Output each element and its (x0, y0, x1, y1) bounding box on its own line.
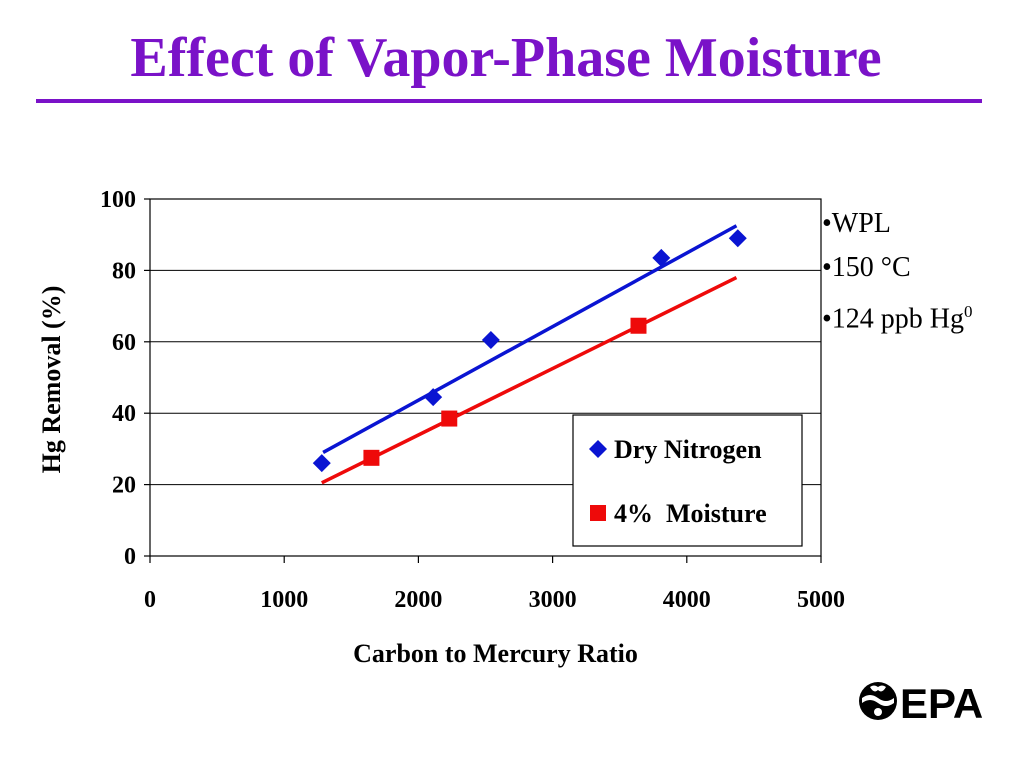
condition-item: •WPL (822, 202, 973, 246)
y-axis-title: Hg Removal (%) (37, 286, 66, 474)
condition-superscript: 0 (964, 302, 973, 321)
x-tick-label: 3000 (529, 587, 577, 613)
legend: Dry Nitrogen 4% Moisture (572, 414, 803, 547)
epa-logo: EPA (859, 680, 983, 724)
legend-label: Dry Nitrogen (614, 435, 762, 464)
y-tick-label: 40 (112, 401, 136, 427)
data-point-square (363, 449, 380, 466)
data-markers (312, 229, 747, 473)
plot-area (149, 198, 822, 557)
condition-text: •150 °C (822, 252, 911, 283)
y-axis: 0 20 40 60 80 100 (100, 187, 150, 570)
condition-item: •124 ppb Hg0 (822, 290, 973, 341)
trendlines (320, 224, 738, 485)
title-underline (36, 99, 982, 103)
x-tick-label: 0 (144, 587, 156, 613)
y-tick-label: 20 (112, 473, 136, 499)
epa-emblem-icon (859, 682, 897, 720)
data-point-diamond (424, 388, 443, 407)
x-tick-label: 1000 (260, 587, 308, 613)
y-tick-label: 80 (112, 258, 136, 284)
trendline-series-0 (322, 224, 738, 455)
x-tick-label: 2000 (394, 587, 442, 613)
data-point-square (441, 410, 458, 427)
legend-label: 4% Moisture (614, 499, 767, 528)
slide-title: Effect of Vapor-Phase Moisture (130, 27, 882, 89)
data-point-square (630, 317, 647, 334)
y-tick-label: 0 (124, 544, 136, 570)
x-tick-label: 4000 (663, 587, 711, 613)
condition-item: •150 °C (822, 246, 973, 290)
legend-box (572, 414, 803, 547)
conditions-list: •WPL •150 °C •124 ppb Hg0 (822, 202, 973, 341)
trendline-series-1 (320, 275, 738, 485)
legend-marker-diamond (589, 440, 607, 458)
x-axis-title: Carbon to Mercury Ratio (353, 639, 638, 668)
data-point-diamond (481, 331, 500, 350)
x-tick-label: 5000 (797, 587, 845, 613)
condition-text: •WPL (822, 208, 891, 239)
data-point-diamond (652, 248, 671, 267)
legend-marker-square (590, 505, 606, 521)
condition-text: •124 ppb Hg (822, 303, 965, 335)
data-point-diamond (312, 454, 331, 473)
epa-wordmark: EPA (900, 680, 983, 724)
y-tick-label: 100 (100, 187, 136, 213)
data-point-diamond (728, 229, 747, 248)
y-tick-label: 60 (112, 330, 136, 356)
x-axis: 0 1000 2000 3000 4000 5000 (144, 556, 845, 613)
